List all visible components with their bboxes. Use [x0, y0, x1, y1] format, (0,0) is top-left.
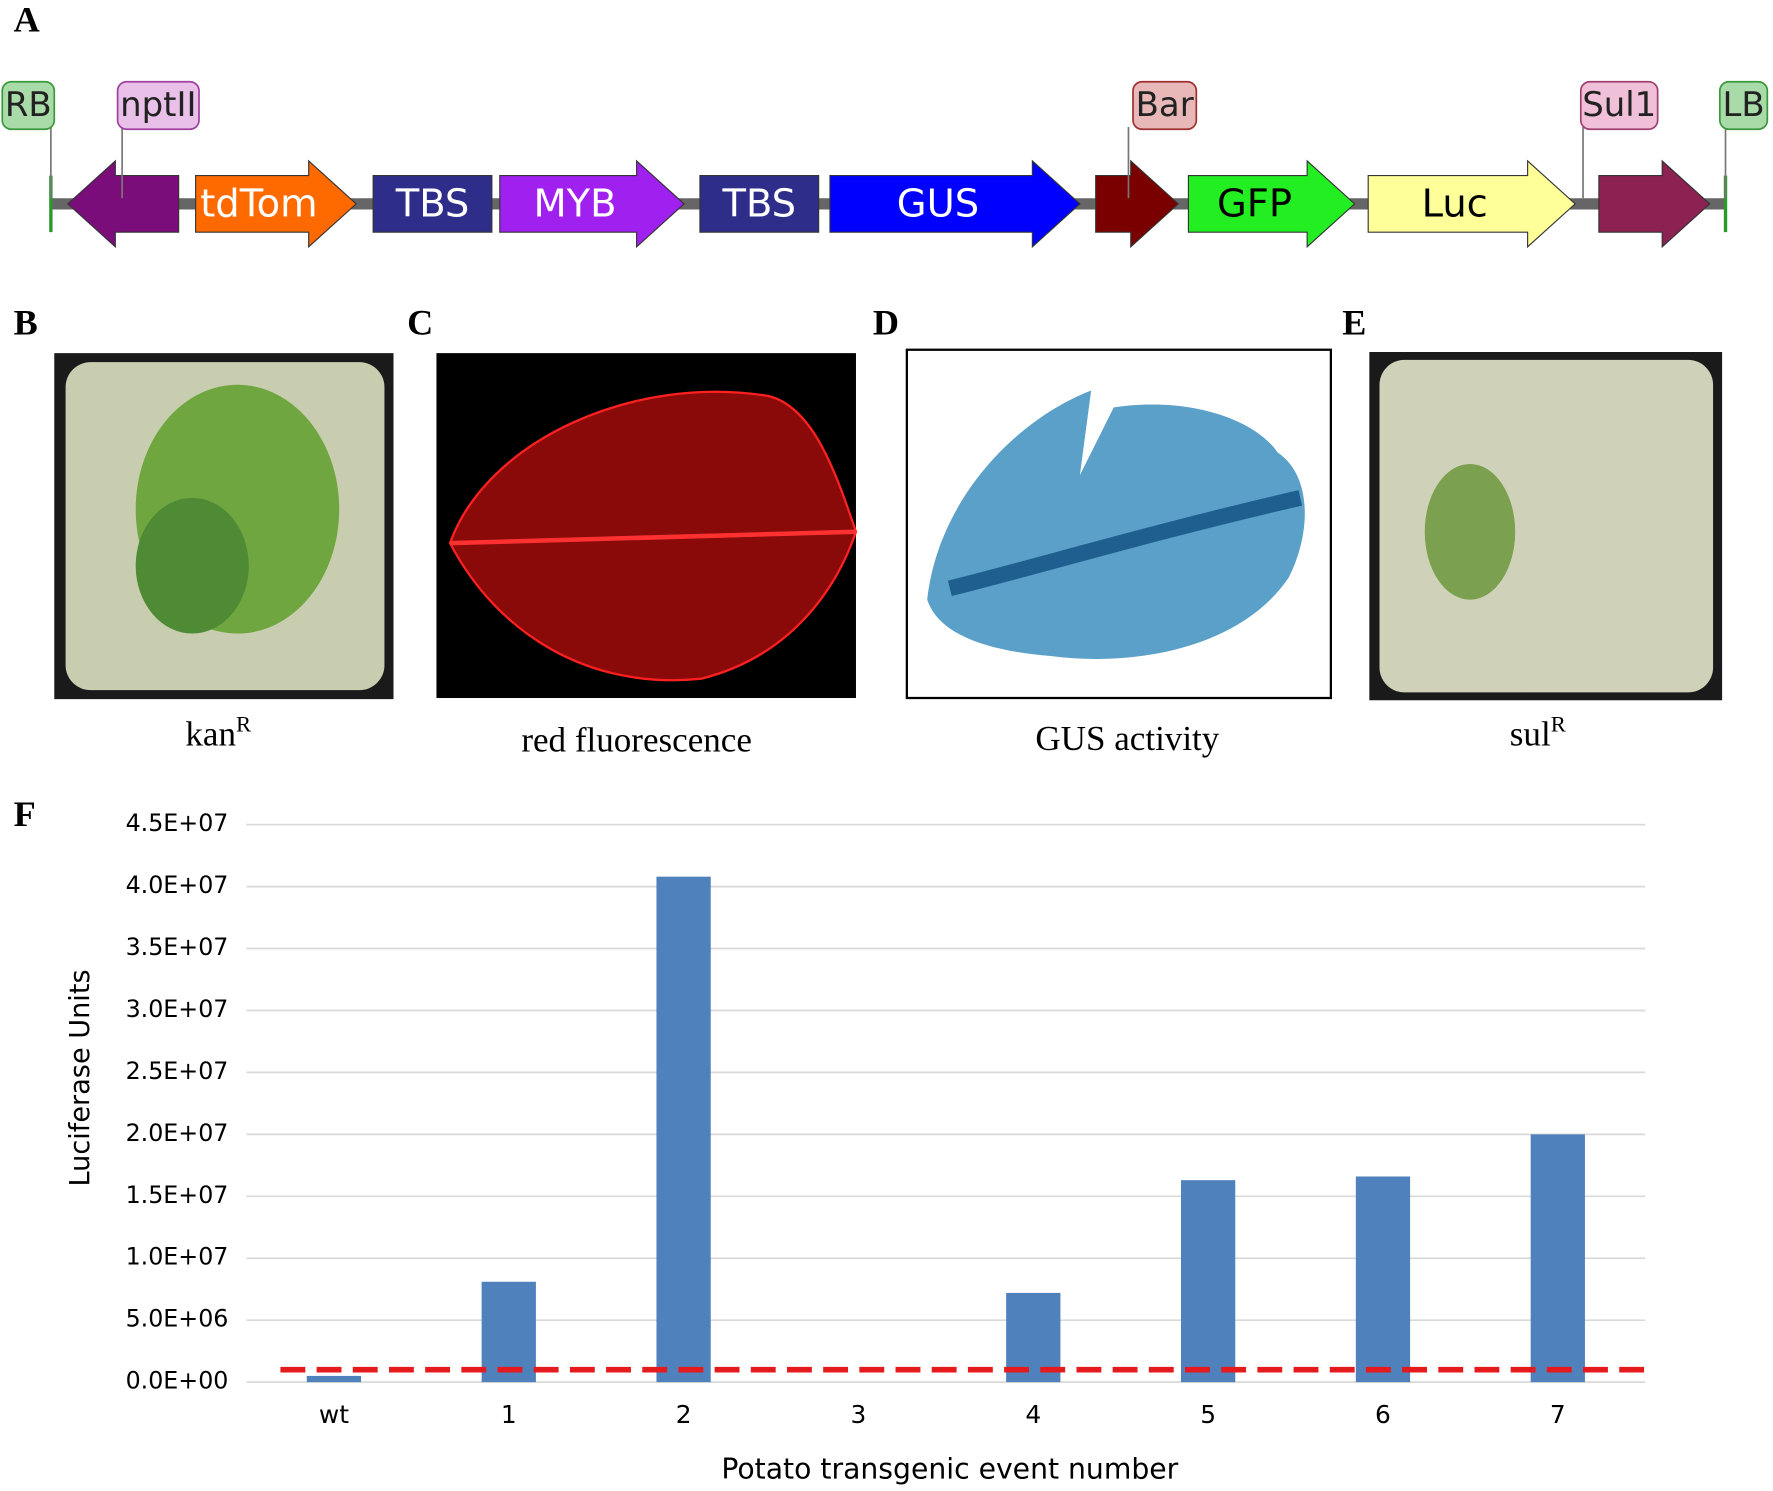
- gus-leaf: [927, 390, 1305, 659]
- gene-arrow: [829, 159, 1081, 249]
- gene-arrow: [1598, 159, 1711, 249]
- tag-box: [116, 80, 200, 131]
- tag-label: Sul1: [1582, 85, 1656, 124]
- caption-sup: R: [236, 711, 252, 736]
- y-tick-label: 5.0E+06: [126, 1305, 229, 1333]
- photo-e-plant: [1424, 463, 1516, 600]
- leaf-vein: [449, 529, 857, 546]
- caption: GUS activity: [1035, 719, 1219, 758]
- caption: red fluorescence: [521, 720, 752, 759]
- y-tick-label: 4.5E+07: [126, 809, 229, 837]
- photo-b-plant: [135, 497, 249, 634]
- bar: [481, 1281, 536, 1383]
- gene-arrow: [195, 159, 358, 249]
- x-tick-label: 7: [1550, 1400, 1566, 1429]
- bar: [1530, 1134, 1585, 1383]
- gene-arrow: [699, 175, 820, 233]
- y-tick-label: 3.0E+07: [126, 995, 229, 1023]
- gene-label: MYB: [533, 182, 616, 227]
- y-tick-label: 4.0E+07: [126, 871, 229, 899]
- tag-label: Bar: [1136, 85, 1194, 124]
- photo-e-box: [1379, 359, 1714, 693]
- gene-arrow: [499, 159, 685, 249]
- x-tick-label: wt: [319, 1400, 349, 1429]
- tag-box: [1, 80, 56, 131]
- caption-sup: R: [1551, 711, 1567, 736]
- y-tick-label: 0.0E+00: [126, 1367, 229, 1395]
- y-tick-label: 1.5E+07: [126, 1181, 229, 1209]
- tag-label: RB: [5, 85, 52, 124]
- x-tick-label: 1: [501, 1400, 517, 1429]
- gus-vein: [947, 490, 1303, 597]
- y-tick-label: 2.5E+07: [126, 1057, 229, 1085]
- gene-arrow: [372, 175, 493, 233]
- caption: sulR: [1510, 711, 1567, 753]
- y-tick-label: 1.0E+07: [126, 1243, 229, 1271]
- caption-text: sul: [1510, 715, 1551, 754]
- gene-arrow: [67, 159, 180, 249]
- y-tick-label: 2.0E+07: [126, 1119, 229, 1147]
- tag-box: [1719, 80, 1769, 131]
- gene-label: TBS: [395, 182, 470, 227]
- bar: [306, 1375, 362, 1383]
- panel-letter: E: [1342, 302, 1366, 342]
- gene-label: TBS: [722, 182, 797, 227]
- bar: [1180, 1180, 1236, 1383]
- x-axis-label: Potato transgenic event number: [721, 1452, 1178, 1485]
- x-tick-label: 5: [1200, 1400, 1216, 1429]
- tag-label: nptII: [120, 85, 196, 124]
- gene-arrow: [1095, 159, 1180, 249]
- panel-letter: F: [14, 794, 36, 834]
- caption-text: kan: [185, 715, 236, 754]
- panel-letter: C: [407, 302, 433, 342]
- gene-label: GFP: [1217, 182, 1292, 227]
- gene-label: tdTom: [200, 182, 317, 227]
- x-tick-label: 6: [1375, 1400, 1391, 1429]
- tag-label: LB: [1723, 85, 1765, 124]
- bar: [656, 876, 711, 1383]
- panel-letter: B: [14, 302, 38, 342]
- y-tick-label: 3.5E+07: [126, 933, 229, 961]
- panel-letter: D: [873, 302, 899, 342]
- caption: kanR: [185, 711, 252, 753]
- tag-box: [1579, 80, 1659, 131]
- x-tick-label: 4: [1025, 1400, 1041, 1429]
- x-tick-label: 3: [851, 1400, 867, 1429]
- x-tick-label: 2: [676, 1400, 692, 1429]
- bar: [1355, 1176, 1411, 1383]
- panel-letter: A: [14, 0, 40, 39]
- gene-label: GUS: [897, 182, 979, 227]
- tag-box: [1132, 80, 1198, 131]
- gene-arrow: [1187, 159, 1356, 249]
- gene-arrow: [1367, 159, 1576, 249]
- y-axis-label: Luciferase Units: [65, 969, 96, 1186]
- gene-label: Luc: [1422, 182, 1488, 227]
